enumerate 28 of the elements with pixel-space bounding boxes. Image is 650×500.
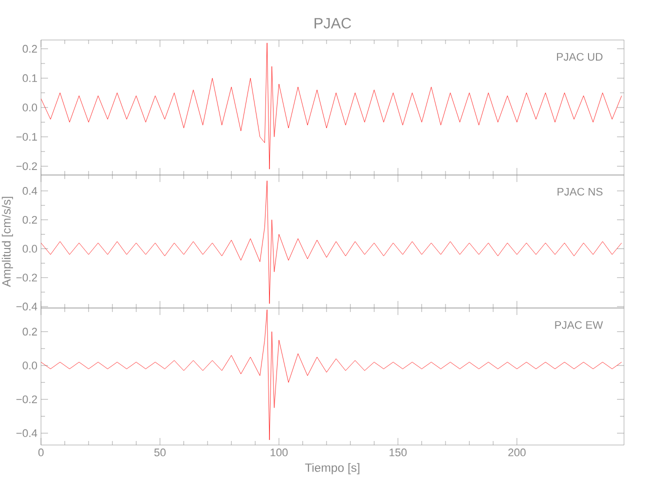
y-tick-label: 0.2 bbox=[22, 328, 37, 336]
y-tick-label: 0.2 bbox=[22, 216, 37, 224]
y-tick-label: 0.2 bbox=[22, 44, 37, 53]
line-series bbox=[41, 42, 622, 170]
x-tick-label: 0 bbox=[38, 448, 44, 456]
x-tick-label: 50 bbox=[154, 448, 166, 456]
annotation: PJAC EW bbox=[555, 321, 603, 329]
x-axis-title: Tiempo [s] bbox=[305, 463, 360, 474]
y-tick-label: 0.4 bbox=[22, 187, 38, 195]
line-series bbox=[41, 309, 622, 440]
y-tick-label: −0.2 bbox=[16, 162, 37, 170]
chart-title: PJAC bbox=[314, 18, 352, 28]
y-tick-label: −0.2 bbox=[16, 274, 37, 282]
y-tick-label: 0.1 bbox=[22, 74, 37, 82]
y-tick-label: 0.0 bbox=[22, 104, 38, 112]
x-tick-label: 200 bbox=[508, 448, 526, 456]
y-tick-label: −0.2 bbox=[16, 395, 37, 404]
y-axis-title: Amplitud [cm/s/s] bbox=[2, 196, 14, 287]
line-series bbox=[41, 180, 622, 304]
x-tick-label: 150 bbox=[390, 448, 407, 456]
y-tick-label: 0.0 bbox=[22, 362, 38, 370]
annotation: PJAC UD bbox=[557, 52, 602, 61]
annotation: PJAC NS bbox=[558, 188, 602, 196]
x-tick-label: 100 bbox=[270, 448, 288, 456]
y-tick-label: 0.0 bbox=[22, 244, 38, 253]
y-tick-label: −0.1 bbox=[16, 132, 37, 141]
y-tick-label: −0.4 bbox=[16, 302, 38, 310]
y-tick-label: −0.4 bbox=[16, 429, 38, 438]
